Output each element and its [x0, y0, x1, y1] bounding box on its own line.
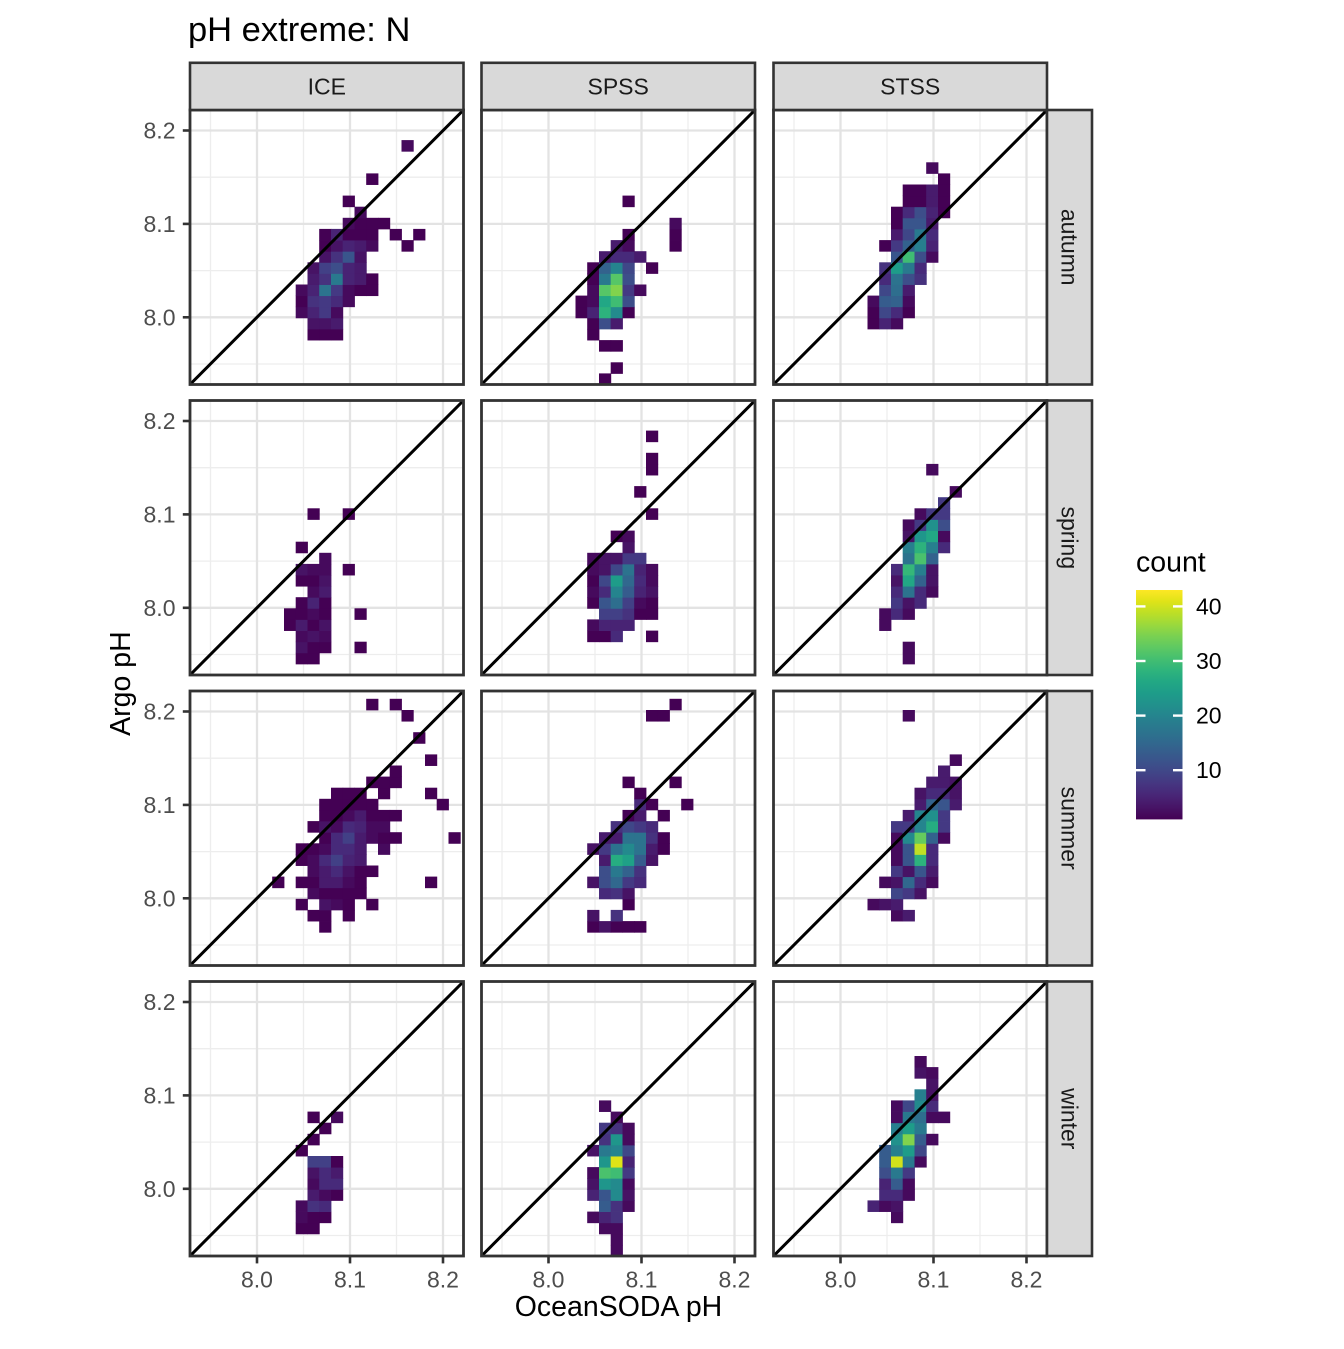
svg-text:8.2: 8.2: [144, 989, 176, 1015]
svg-text:8.0: 8.0: [241, 1267, 273, 1293]
svg-text:8.2: 8.2: [144, 699, 176, 725]
svg-text:Argo pH: Argo pH: [105, 631, 137, 736]
svg-text:8.0: 8.0: [825, 1267, 857, 1293]
svg-text:summer: summer: [1057, 787, 1083, 870]
svg-text:pH extreme: N: pH extreme: N: [188, 11, 410, 49]
svg-text:8.2: 8.2: [144, 118, 176, 144]
svg-text:spring: spring: [1057, 506, 1083, 569]
svg-text:STSS: STSS: [880, 73, 940, 99]
svg-text:SPSS: SPSS: [588, 73, 649, 99]
svg-text:8.2: 8.2: [427, 1267, 459, 1293]
svg-text:8.0: 8.0: [533, 1267, 565, 1293]
svg-text:30: 30: [1196, 648, 1222, 674]
svg-text:autumn: autumn: [1057, 209, 1083, 286]
svg-text:8.1: 8.1: [144, 501, 176, 527]
svg-text:8.1: 8.1: [144, 211, 176, 237]
svg-text:ICE: ICE: [308, 73, 346, 99]
svg-text:8.2: 8.2: [1011, 1267, 1043, 1293]
svg-text:20: 20: [1196, 703, 1222, 729]
svg-text:8.2: 8.2: [719, 1267, 751, 1293]
svg-text:8.2: 8.2: [144, 408, 176, 434]
svg-text:8.1: 8.1: [918, 1267, 950, 1293]
svg-text:8.1: 8.1: [144, 792, 176, 818]
svg-text:10: 10: [1196, 757, 1222, 783]
svg-text:8.0: 8.0: [144, 595, 176, 621]
svg-text:8.0: 8.0: [144, 885, 176, 911]
svg-text:OceanSODA pH: OceanSODA pH: [515, 1291, 723, 1323]
svg-text:40: 40: [1196, 593, 1222, 619]
svg-text:8.1: 8.1: [144, 1082, 176, 1108]
svg-text:8.0: 8.0: [144, 1176, 176, 1202]
svg-text:count: count: [1136, 547, 1206, 579]
svg-text:8.0: 8.0: [144, 304, 176, 330]
svg-text:winter: winter: [1057, 1087, 1083, 1150]
svg-text:8.1: 8.1: [334, 1267, 366, 1293]
svg-text:8.1: 8.1: [626, 1267, 658, 1293]
